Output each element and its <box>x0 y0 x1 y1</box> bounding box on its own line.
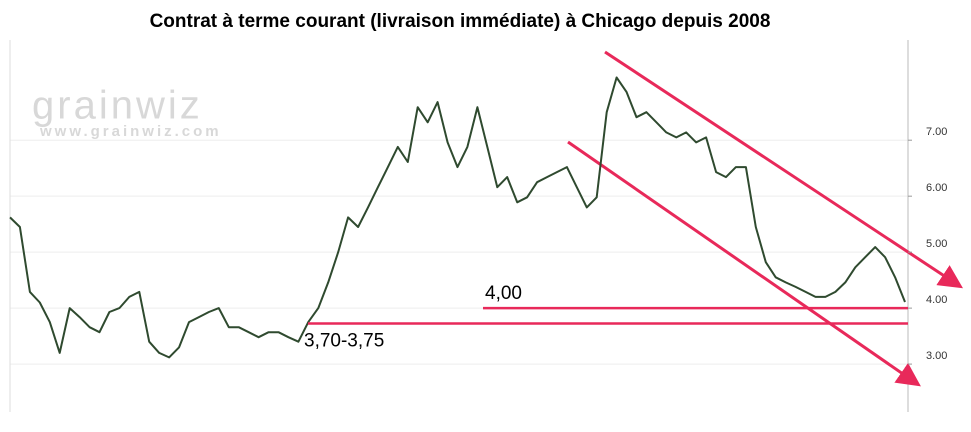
price-line <box>9 76 906 359</box>
y-tick-label: 3.00 <box>926 350 947 362</box>
level-label: 3,70-3,75 <box>304 331 384 352</box>
y-tick-label: 7.00 <box>926 126 947 138</box>
y-tick-label: 6.00 <box>926 182 947 194</box>
level-label: 4,00 <box>485 283 522 304</box>
y-tick-label: 5.00 <box>926 238 947 250</box>
watermark-logo: grainwiz <box>32 84 203 128</box>
watermark-url: www.grainwiz.com <box>39 123 222 140</box>
chart-title: Contrat à terme courant (livraison imméd… <box>150 11 771 32</box>
y-tick-label: 4.00 <box>926 294 947 306</box>
trend-arrow <box>604 50 964 289</box>
trend-arrow <box>567 140 921 387</box>
